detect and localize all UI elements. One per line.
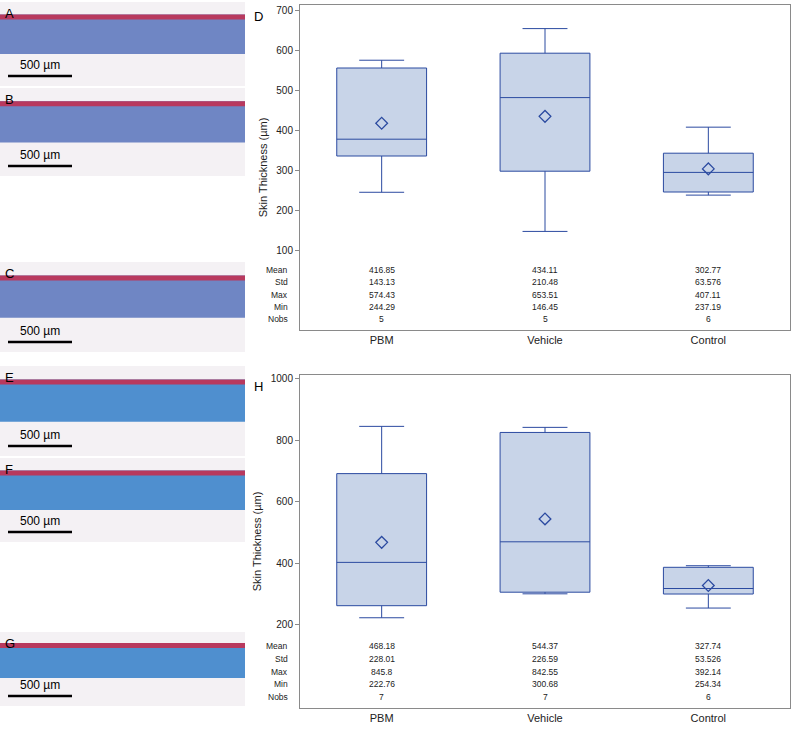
svg-text:500 µm: 500 µm xyxy=(20,148,60,162)
svg-text:Mean: Mean xyxy=(266,265,288,275)
svg-text:B: B xyxy=(5,92,14,107)
svg-text:845.8: 845.8 xyxy=(371,667,393,677)
svg-text:500 µm: 500 µm xyxy=(20,58,60,72)
svg-text:F: F xyxy=(5,462,13,477)
svg-text:Vehicle: Vehicle xyxy=(527,334,562,346)
svg-text:PBM: PBM xyxy=(370,334,394,346)
svg-text:228.01: 228.01 xyxy=(369,654,395,664)
svg-text:392.14: 392.14 xyxy=(695,667,721,677)
svg-text:C: C xyxy=(5,266,14,281)
svg-text:Std: Std xyxy=(275,277,288,287)
svg-text:Min: Min xyxy=(274,302,288,312)
svg-text:6: 6 xyxy=(706,692,711,702)
svg-text:200: 200 xyxy=(276,205,293,216)
svg-text:468.18: 468.18 xyxy=(369,641,395,651)
svg-text:1000: 1000 xyxy=(271,373,294,384)
svg-text:Std: Std xyxy=(275,654,288,664)
svg-text:A: A xyxy=(5,6,14,21)
svg-text:842.55: 842.55 xyxy=(532,667,558,677)
svg-text:244.29: 244.29 xyxy=(369,302,395,312)
svg-text:63.576: 63.576 xyxy=(695,277,721,287)
svg-text:500 µm: 500 µm xyxy=(20,678,60,692)
svg-text:800: 800 xyxy=(276,435,293,446)
svg-text:700: 700 xyxy=(276,5,293,16)
svg-text:600: 600 xyxy=(276,45,293,56)
svg-text:237.19: 237.19 xyxy=(695,302,721,312)
svg-text:146.45: 146.45 xyxy=(532,302,558,312)
svg-text:Skin Thickness (µm): Skin Thickness (µm) xyxy=(251,492,263,592)
svg-text:210.48: 210.48 xyxy=(532,277,558,287)
svg-text:6: 6 xyxy=(706,314,711,324)
svg-text:254.34: 254.34 xyxy=(695,679,721,689)
svg-text:7: 7 xyxy=(379,692,384,702)
svg-text:200: 200 xyxy=(276,619,293,630)
svg-text:100: 100 xyxy=(276,245,293,256)
svg-text:53.526: 53.526 xyxy=(695,654,721,664)
svg-text:574.43: 574.43 xyxy=(369,290,395,300)
svg-text:653.51: 653.51 xyxy=(532,290,558,300)
svg-text:E: E xyxy=(5,370,14,385)
svg-text:Skin Thickness (µm): Skin Thickness (µm) xyxy=(257,118,269,218)
svg-text:Control: Control xyxy=(691,334,726,346)
svg-text:600: 600 xyxy=(276,496,293,507)
svg-text:222.76: 222.76 xyxy=(369,679,395,689)
svg-text:Vehicle: Vehicle xyxy=(527,712,562,724)
svg-text:Control: Control xyxy=(691,712,726,724)
svg-text:Max: Max xyxy=(271,290,288,300)
svg-text:300: 300 xyxy=(276,165,293,176)
svg-text:G: G xyxy=(5,636,15,651)
svg-text:PBM: PBM xyxy=(370,712,394,724)
svg-text:416.85: 416.85 xyxy=(369,265,395,275)
svg-text:226.59: 226.59 xyxy=(532,654,558,664)
svg-text:327.74: 327.74 xyxy=(695,641,721,651)
svg-text:H: H xyxy=(254,379,263,394)
svg-text:500: 500 xyxy=(276,85,293,96)
svg-text:434.11: 434.11 xyxy=(532,265,558,275)
svg-text:5: 5 xyxy=(379,314,384,324)
svg-text:D: D xyxy=(254,9,263,24)
svg-text:Max: Max xyxy=(271,667,288,677)
svg-text:500 µm: 500 µm xyxy=(20,324,60,338)
svg-text:Nobs: Nobs xyxy=(268,314,288,324)
svg-text:5: 5 xyxy=(543,314,548,324)
svg-text:400: 400 xyxy=(276,125,293,136)
svg-text:500 µm: 500 µm xyxy=(20,428,60,442)
svg-text:Nobs: Nobs xyxy=(268,692,288,702)
svg-text:7: 7 xyxy=(543,692,548,702)
svg-text:544.37: 544.37 xyxy=(532,641,558,651)
svg-text:400: 400 xyxy=(276,558,293,569)
svg-text:Min: Min xyxy=(274,679,288,689)
svg-text:302.77: 302.77 xyxy=(695,265,721,275)
svg-text:407.11: 407.11 xyxy=(695,290,721,300)
svg-text:300.68: 300.68 xyxy=(532,679,558,689)
svg-text:143.13: 143.13 xyxy=(369,277,395,287)
svg-text:500 µm: 500 µm xyxy=(20,514,60,528)
svg-text:Mean: Mean xyxy=(266,641,288,651)
